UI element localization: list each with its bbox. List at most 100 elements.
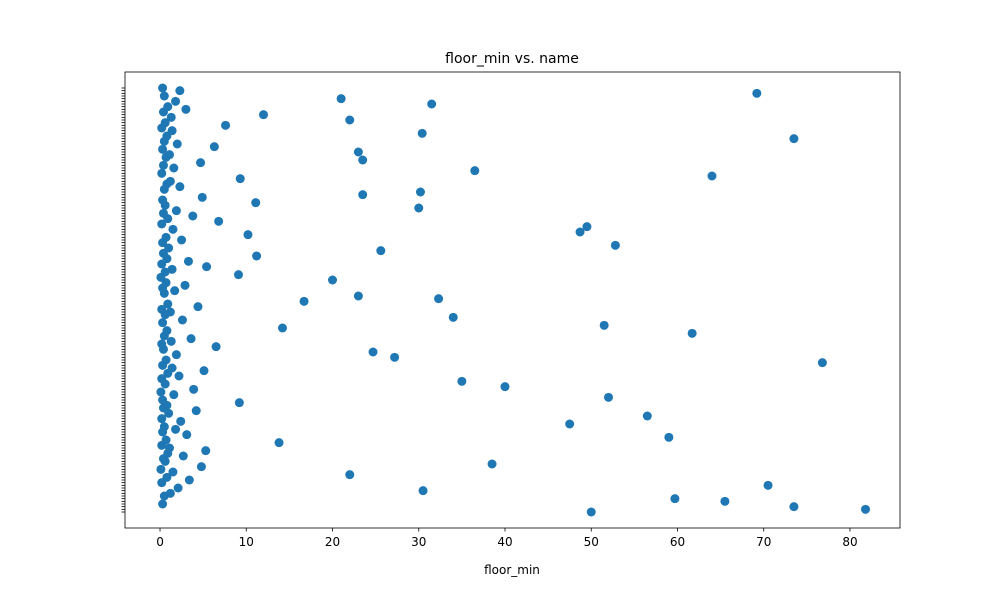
x-tick-label: 40 bbox=[497, 535, 512, 549]
point bbox=[414, 203, 424, 213]
point bbox=[165, 150, 175, 160]
point bbox=[165, 176, 175, 186]
point bbox=[789, 502, 799, 512]
point bbox=[175, 182, 185, 192]
point bbox=[158, 318, 168, 328]
point bbox=[165, 443, 175, 453]
point bbox=[582, 222, 592, 232]
plot-frame bbox=[124, 71, 901, 529]
point bbox=[599, 320, 609, 330]
point bbox=[159, 91, 169, 101]
point bbox=[171, 424, 181, 434]
point bbox=[156, 464, 166, 474]
point bbox=[197, 192, 207, 202]
point bbox=[188, 211, 198, 221]
point bbox=[358, 155, 368, 165]
point bbox=[233, 270, 243, 280]
point bbox=[176, 416, 186, 426]
point bbox=[182, 430, 192, 440]
point bbox=[353, 147, 363, 157]
point bbox=[789, 134, 799, 144]
point bbox=[181, 104, 191, 114]
point bbox=[157, 414, 167, 424]
x-tick-label: 30 bbox=[411, 535, 426, 549]
point bbox=[817, 358, 827, 368]
point bbox=[603, 392, 613, 402]
point bbox=[160, 267, 170, 277]
x-tick-label: 80 bbox=[842, 535, 857, 549]
point bbox=[171, 350, 181, 360]
point bbox=[345, 115, 355, 125]
point bbox=[500, 382, 510, 392]
point bbox=[211, 342, 221, 352]
x-tick-label: 70 bbox=[756, 535, 771, 549]
point bbox=[470, 166, 480, 176]
point bbox=[164, 243, 174, 253]
point bbox=[159, 422, 169, 432]
point bbox=[368, 347, 378, 357]
point bbox=[448, 312, 458, 322]
point bbox=[170, 286, 180, 296]
point bbox=[487, 459, 497, 469]
point bbox=[172, 139, 182, 149]
point bbox=[171, 206, 181, 216]
point bbox=[358, 190, 368, 200]
point bbox=[418, 486, 428, 496]
point bbox=[166, 112, 176, 122]
point bbox=[427, 99, 437, 109]
point bbox=[434, 294, 444, 304]
point bbox=[235, 174, 245, 184]
x-tick-label: 50 bbox=[584, 535, 599, 549]
point bbox=[165, 488, 175, 498]
point bbox=[158, 144, 168, 154]
point bbox=[167, 126, 177, 136]
point bbox=[415, 187, 425, 197]
point bbox=[173, 483, 183, 493]
point bbox=[277, 323, 287, 333]
point bbox=[171, 96, 181, 106]
point bbox=[328, 275, 338, 285]
point bbox=[763, 480, 773, 490]
x-axis-label: floor_min bbox=[484, 563, 540, 577]
point bbox=[252, 251, 262, 261]
point bbox=[163, 299, 173, 309]
point bbox=[161, 232, 171, 242]
point bbox=[183, 256, 193, 266]
point bbox=[178, 451, 188, 461]
x-tick-label: 0 bbox=[156, 535, 164, 549]
point bbox=[376, 246, 386, 256]
point bbox=[642, 411, 652, 421]
point bbox=[163, 102, 173, 112]
point bbox=[165, 307, 175, 317]
point bbox=[193, 302, 203, 312]
point bbox=[251, 198, 261, 208]
point bbox=[345, 470, 355, 480]
point bbox=[186, 334, 196, 344]
point bbox=[196, 158, 206, 168]
point bbox=[166, 336, 176, 346]
point bbox=[160, 118, 170, 128]
point bbox=[157, 304, 167, 314]
point bbox=[390, 352, 400, 362]
point bbox=[610, 240, 620, 250]
point bbox=[180, 280, 190, 290]
point bbox=[191, 406, 201, 416]
point bbox=[157, 374, 167, 384]
point bbox=[167, 264, 177, 274]
point bbox=[189, 384, 199, 394]
point bbox=[196, 462, 206, 472]
point bbox=[156, 387, 166, 397]
point bbox=[158, 195, 168, 205]
point bbox=[158, 160, 168, 170]
x-tick-label: 10 bbox=[239, 535, 254, 549]
point bbox=[169, 163, 179, 173]
point bbox=[162, 326, 172, 336]
chart-title: floor_min vs. name bbox=[445, 51, 579, 67]
point bbox=[158, 395, 168, 405]
point bbox=[201, 446, 211, 456]
point bbox=[177, 235, 187, 245]
point bbox=[174, 371, 184, 381]
point bbox=[353, 291, 363, 301]
